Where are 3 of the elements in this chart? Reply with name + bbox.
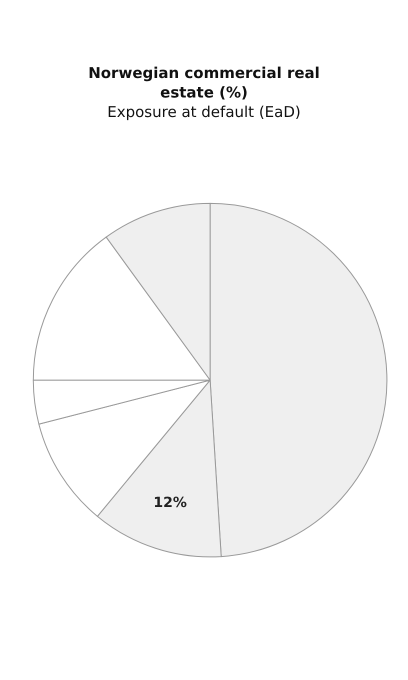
- chart-title: Norwegian commercial real estate (%): [88, 64, 320, 102]
- chart-subtitle: Exposure at default (EaD): [107, 103, 301, 121]
- data-label: 12%: [153, 495, 187, 512]
